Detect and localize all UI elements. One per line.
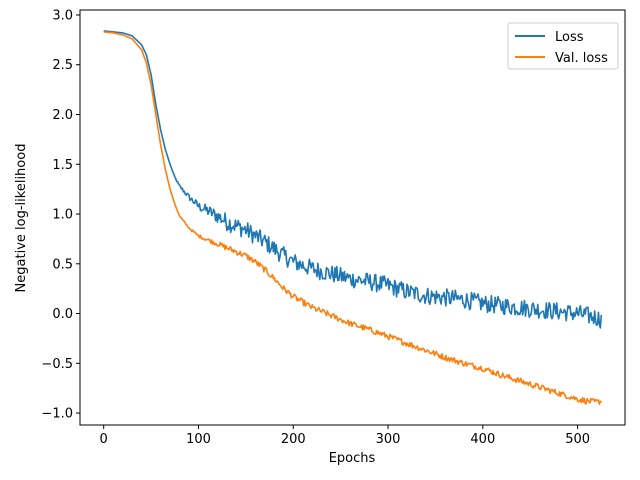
x-tick-label: 400 (470, 432, 495, 447)
legend: Loss Val. loss (507, 22, 619, 70)
y-tick-label: −1.0 (41, 407, 73, 422)
x-axis: 0 100 200 300 400 500 (100, 425, 590, 447)
y-tick-label: 0.5 (52, 257, 73, 272)
x-tick-label: 100 (186, 432, 211, 447)
legend-label-val-loss: Val. loss (555, 51, 608, 66)
y-tick-label: 2.0 (52, 108, 73, 123)
y-tick-label: 1.0 (52, 208, 73, 223)
plot-frame (79, 9, 626, 426)
series-layer (103, 30, 603, 405)
y-tick-label: −0.5 (41, 357, 73, 372)
x-tick-label: 0 (100, 432, 108, 447)
legend-label-loss: Loss (555, 30, 584, 45)
series-line-val-loss (103, 31, 602, 405)
y-tick-label: 1.5 (52, 158, 73, 173)
series-line-loss (103, 30, 603, 329)
x-tick-label: 300 (376, 432, 401, 447)
y-tick-label: 2.5 (52, 58, 73, 73)
x-tick-label: 200 (281, 432, 306, 447)
x-axis-title: Epochs (329, 451, 376, 466)
y-tick-label: 0.0 (52, 307, 73, 322)
x-tick-label: 500 (565, 432, 590, 447)
y-tick-label: 3.0 (52, 8, 73, 23)
y-axis-title: Negative log-likelihood (14, 144, 29, 293)
y-axis: 3.0 2.5 2.0 1.5 1.0 0.5 0.0 −0.5 −1.0 (41, 8, 80, 422)
